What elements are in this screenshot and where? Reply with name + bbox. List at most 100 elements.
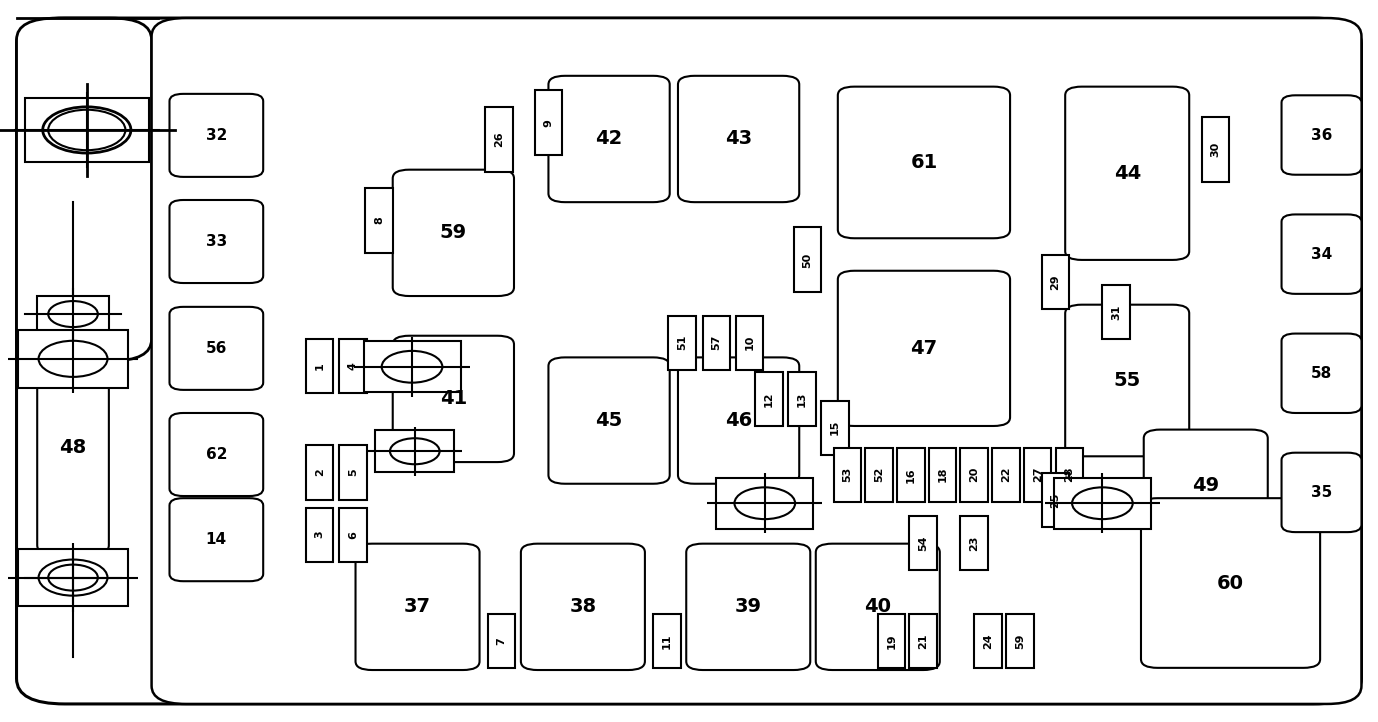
Text: 40: 40: [864, 597, 892, 617]
FancyBboxPatch shape: [169, 413, 263, 496]
FancyBboxPatch shape: [17, 18, 152, 361]
Bar: [794, 227, 821, 292]
FancyBboxPatch shape: [37, 339, 109, 556]
Text: 18: 18: [937, 467, 948, 482]
Text: 20: 20: [969, 467, 980, 482]
FancyBboxPatch shape: [678, 357, 799, 484]
Text: 34: 34: [1310, 247, 1333, 261]
Bar: [339, 445, 367, 500]
Bar: [375, 430, 455, 472]
FancyBboxPatch shape: [1282, 214, 1361, 294]
Text: 35: 35: [1310, 485, 1333, 500]
Text: 16: 16: [905, 467, 916, 482]
Bar: [736, 316, 763, 370]
Bar: [960, 448, 988, 502]
FancyBboxPatch shape: [169, 94, 263, 177]
Bar: [653, 614, 681, 668]
Text: 36: 36: [1310, 128, 1333, 142]
Text: 27: 27: [1032, 467, 1043, 482]
FancyBboxPatch shape: [816, 544, 940, 670]
FancyBboxPatch shape: [1282, 453, 1361, 532]
Text: 57: 57: [711, 335, 722, 350]
FancyBboxPatch shape: [17, 18, 1361, 704]
Text: 30: 30: [1210, 142, 1221, 157]
Bar: [668, 316, 696, 370]
Text: 54: 54: [918, 536, 929, 551]
Bar: [1056, 448, 1083, 502]
Text: 13: 13: [796, 391, 808, 406]
Text: 22: 22: [1000, 467, 1011, 482]
Bar: [1024, 448, 1051, 502]
Bar: [488, 614, 515, 668]
Bar: [18, 549, 128, 606]
Bar: [1042, 473, 1069, 527]
Bar: [821, 401, 849, 455]
Bar: [364, 342, 460, 392]
Text: 42: 42: [595, 129, 623, 149]
Bar: [992, 448, 1020, 502]
FancyBboxPatch shape: [169, 498, 263, 581]
Text: 39: 39: [734, 597, 762, 617]
Bar: [306, 445, 333, 500]
FancyBboxPatch shape: [1144, 430, 1268, 542]
FancyBboxPatch shape: [356, 544, 480, 670]
Bar: [339, 508, 367, 562]
Text: 19: 19: [886, 633, 897, 648]
Text: 33: 33: [205, 234, 227, 249]
Bar: [865, 448, 893, 502]
Bar: [18, 330, 128, 388]
Text: 53: 53: [842, 467, 853, 482]
Bar: [535, 90, 562, 155]
Bar: [974, 614, 1002, 668]
FancyBboxPatch shape: [1065, 305, 1189, 456]
Text: 51: 51: [677, 335, 688, 350]
Bar: [878, 614, 905, 668]
Bar: [365, 188, 393, 253]
Text: 38: 38: [569, 597, 597, 617]
FancyBboxPatch shape: [1141, 498, 1320, 668]
Text: 29: 29: [1050, 274, 1061, 290]
FancyBboxPatch shape: [393, 336, 514, 462]
Bar: [1054, 478, 1151, 529]
Text: 59: 59: [440, 223, 467, 243]
FancyBboxPatch shape: [1065, 87, 1189, 260]
FancyBboxPatch shape: [169, 307, 263, 390]
Text: 48: 48: [59, 438, 87, 457]
Text: 41: 41: [440, 389, 467, 409]
Text: 61: 61: [911, 153, 937, 172]
Text: 46: 46: [725, 411, 752, 430]
FancyBboxPatch shape: [548, 76, 670, 202]
Text: 56: 56: [205, 341, 227, 356]
Text: 26: 26: [493, 131, 504, 147]
Text: 5: 5: [347, 469, 358, 477]
Bar: [1202, 117, 1229, 182]
Bar: [1006, 614, 1034, 668]
Text: 28: 28: [1064, 467, 1075, 482]
FancyBboxPatch shape: [838, 87, 1010, 238]
Text: 49: 49: [1192, 476, 1220, 495]
Text: 12: 12: [763, 391, 774, 406]
Text: 59: 59: [1014, 633, 1025, 648]
Text: 55: 55: [1113, 371, 1141, 390]
FancyBboxPatch shape: [521, 544, 645, 670]
Bar: [909, 516, 937, 570]
Bar: [755, 372, 783, 426]
Bar: [1102, 285, 1130, 339]
Text: 1: 1: [314, 362, 325, 370]
Text: 58: 58: [1310, 366, 1333, 380]
Text: 44: 44: [1113, 164, 1141, 183]
Text: 2: 2: [314, 469, 325, 477]
FancyBboxPatch shape: [393, 170, 514, 296]
FancyBboxPatch shape: [1282, 95, 1361, 175]
Bar: [717, 478, 813, 529]
Bar: [339, 339, 367, 393]
Text: 62: 62: [205, 447, 227, 462]
Text: 32: 32: [205, 128, 227, 143]
Text: 25: 25: [1050, 492, 1061, 508]
Text: 3: 3: [314, 531, 325, 539]
Bar: [960, 516, 988, 570]
Text: 60: 60: [1217, 573, 1244, 593]
Bar: [788, 372, 816, 426]
Text: 21: 21: [918, 633, 929, 648]
Text: 11: 11: [661, 633, 672, 648]
